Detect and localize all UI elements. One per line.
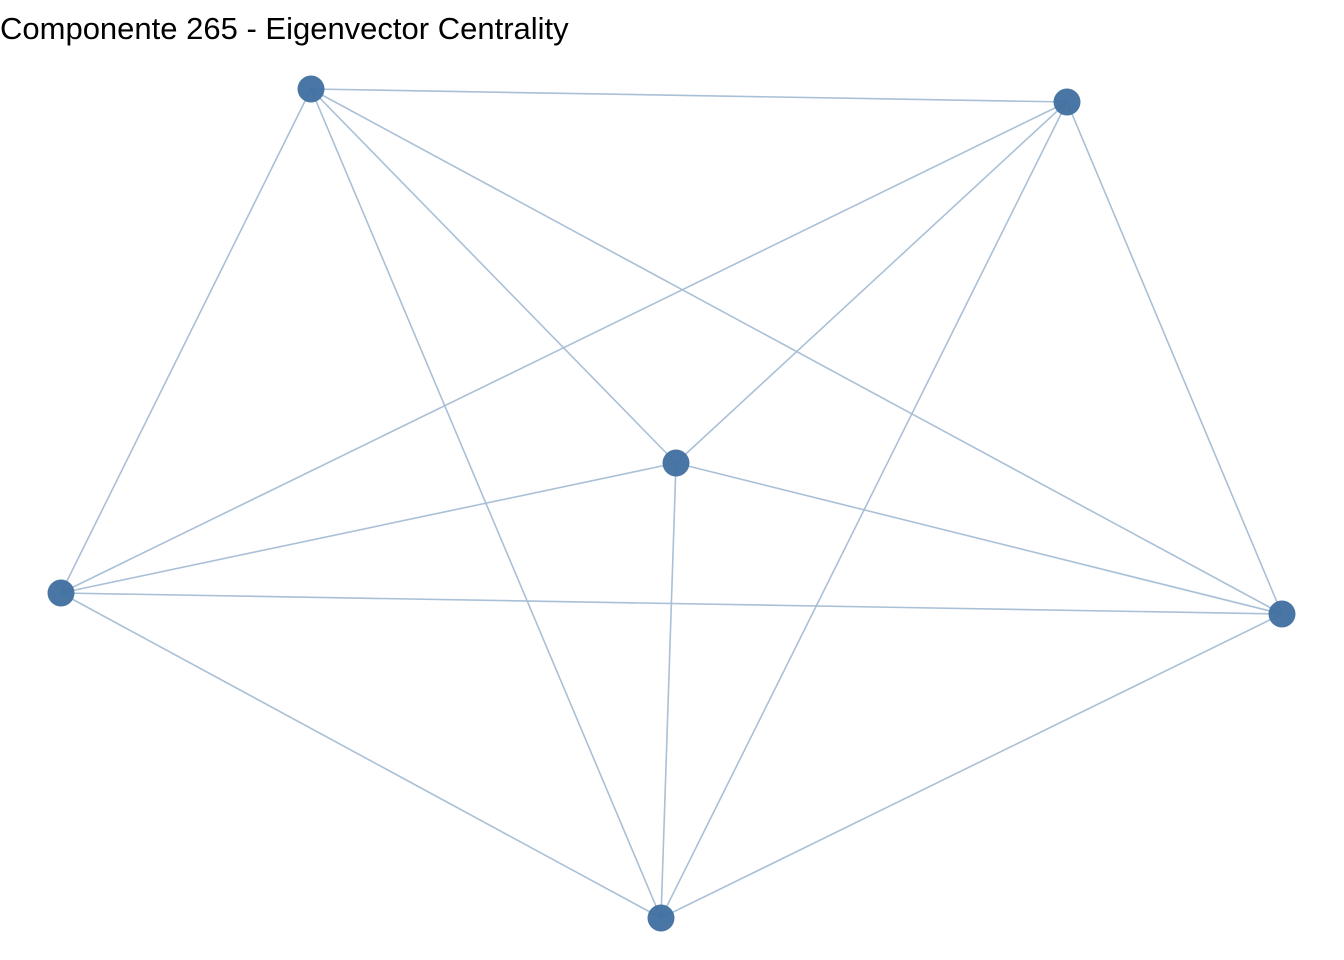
- edge-n1-n3: [310, 88, 677, 464]
- edge-layer: [60, 88, 1283, 919]
- edge-n3-n6: [660, 462, 677, 919]
- node-n3: [662, 449, 690, 477]
- edge-n2-n4: [60, 101, 1068, 594]
- edge-n4-n5: [60, 592, 1283, 615]
- edge-n3-n4: [60, 462, 677, 594]
- node-n6: [647, 904, 675, 932]
- edge-n5-n6: [660, 613, 1283, 919]
- edge-n4-n6: [60, 592, 662, 919]
- node-n4: [47, 579, 75, 607]
- edge-n2-n5: [1066, 101, 1283, 615]
- node-n1: [297, 75, 325, 103]
- node-layer: [47, 75, 1296, 932]
- edge-n1-n4: [60, 88, 312, 594]
- edge-n1-n2: [310, 88, 1068, 103]
- chart-title: Componente 265 - Eigenvector Centrality: [0, 11, 569, 46]
- edge-n2-n3: [675, 101, 1068, 464]
- node-n5: [1268, 600, 1296, 628]
- edge-n3-n5: [675, 462, 1283, 615]
- node-n2: [1053, 88, 1081, 116]
